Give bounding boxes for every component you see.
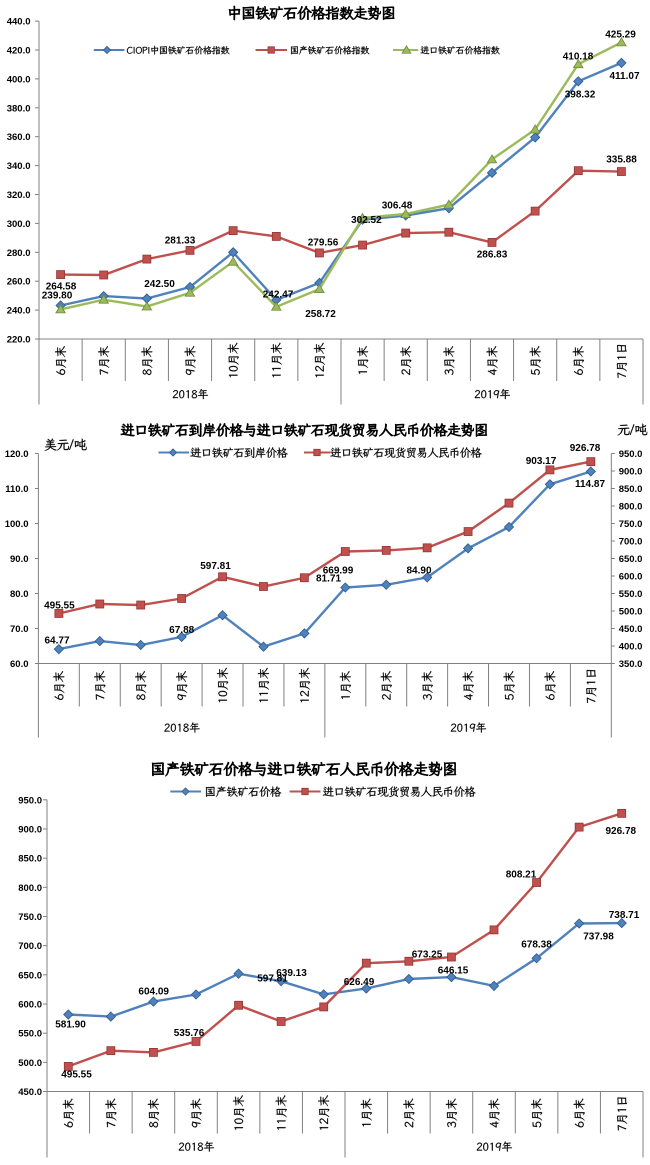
svg-text:600.0: 600.0 <box>18 999 42 1010</box>
svg-text:550.0: 550.0 <box>619 589 643 600</box>
svg-text:650.0: 650.0 <box>18 970 42 981</box>
svg-text:535.76: 535.76 <box>174 1028 205 1039</box>
svg-text:500.0: 500.0 <box>18 1058 42 1069</box>
svg-text:926.78: 926.78 <box>570 443 601 454</box>
svg-text:450.0: 450.0 <box>18 1087 42 1098</box>
svg-text:900.0: 900.0 <box>619 467 643 478</box>
svg-text:240.0: 240.0 <box>7 306 31 317</box>
svg-text:425.29: 425.29 <box>605 30 636 41</box>
svg-text:398.32: 398.32 <box>565 90 596 101</box>
svg-text:600.0: 600.0 <box>619 572 643 583</box>
svg-text:650.0: 650.0 <box>619 554 643 565</box>
svg-text:360.0: 360.0 <box>7 132 31 143</box>
svg-text:410.18: 410.18 <box>563 52 594 63</box>
svg-text:800.0: 800.0 <box>619 502 643 513</box>
svg-text:120.0: 120.0 <box>5 449 29 460</box>
svg-text:400.0: 400.0 <box>619 642 643 653</box>
svg-text:84.90: 84.90 <box>406 566 431 577</box>
svg-text:306.48: 306.48 <box>382 201 413 212</box>
svg-text:495.55: 495.55 <box>61 1070 92 1081</box>
svg-text:808.21: 808.21 <box>506 870 537 881</box>
svg-text:950.0: 950.0 <box>18 795 42 806</box>
svg-text:738.71: 738.71 <box>609 910 640 921</box>
svg-text:737.98: 737.98 <box>583 932 614 943</box>
svg-text:420.0: 420.0 <box>7 46 31 57</box>
svg-text:340.0: 340.0 <box>7 161 31 172</box>
svg-text:411.07: 411.07 <box>609 71 639 82</box>
svg-text:258.72: 258.72 <box>305 309 336 320</box>
svg-text:100.0: 100.0 <box>5 519 29 530</box>
svg-text:750.0: 750.0 <box>619 519 643 530</box>
svg-text:286.83: 286.83 <box>477 250 508 261</box>
svg-text:850.0: 850.0 <box>18 854 42 865</box>
svg-text:581.90: 581.90 <box>55 1020 86 1031</box>
svg-text:678.38: 678.38 <box>521 940 552 951</box>
svg-text:242.50: 242.50 <box>144 279 175 290</box>
svg-text:81.71: 81.71 <box>316 574 341 585</box>
svg-text:90.0: 90.0 <box>10 554 29 565</box>
svg-text:281.33: 281.33 <box>165 236 196 247</box>
svg-text:500.0: 500.0 <box>619 607 643 618</box>
svg-text:800.0: 800.0 <box>18 883 42 894</box>
svg-text:850.0: 850.0 <box>619 484 643 495</box>
svg-text:700.0: 700.0 <box>18 941 42 952</box>
svg-text:264.58: 264.58 <box>46 282 77 293</box>
svg-text:114.87: 114.87 <box>575 479 605 490</box>
svg-text:440.0: 440.0 <box>7 17 31 28</box>
svg-text:70.0: 70.0 <box>10 624 29 635</box>
svg-text:280.0: 280.0 <box>7 248 31 259</box>
svg-text:950.0: 950.0 <box>619 449 643 460</box>
svg-text:646.15: 646.15 <box>438 966 469 977</box>
svg-text:750.0: 750.0 <box>18 912 42 923</box>
svg-text:604.09: 604.09 <box>138 987 169 998</box>
svg-text:903.17: 903.17 <box>526 456 557 467</box>
svg-text:380.0: 380.0 <box>7 103 31 114</box>
svg-text:700.0: 700.0 <box>619 537 643 548</box>
svg-text:597.81: 597.81 <box>200 561 231 572</box>
svg-text:673.25: 673.25 <box>412 950 443 961</box>
svg-text:400.0: 400.0 <box>7 74 31 85</box>
svg-text:550.0: 550.0 <box>18 1029 42 1040</box>
svg-text:300.0: 300.0 <box>7 219 31 230</box>
svg-text:110.0: 110.0 <box>5 484 28 495</box>
svg-text:242.47: 242.47 <box>263 290 294 301</box>
svg-text:450.0: 450.0 <box>619 624 643 635</box>
svg-text:279.56: 279.56 <box>308 238 339 249</box>
svg-text:239.80: 239.80 <box>42 291 73 302</box>
svg-text:67.88: 67.88 <box>169 625 194 636</box>
svg-text:320.0: 320.0 <box>7 190 31 201</box>
svg-text:60.0: 60.0 <box>10 659 29 670</box>
svg-text:64.77: 64.77 <box>44 636 69 647</box>
svg-text:260.0: 260.0 <box>7 277 31 288</box>
svg-text:900.0: 900.0 <box>18 824 42 835</box>
svg-text:350.0: 350.0 <box>619 659 643 670</box>
svg-text:335.88: 335.88 <box>606 155 637 166</box>
svg-text:220.0: 220.0 <box>7 335 31 346</box>
svg-text:302.52: 302.52 <box>351 215 382 226</box>
svg-text:626.49: 626.49 <box>344 977 375 988</box>
svg-text:639.13: 639.13 <box>276 968 307 979</box>
svg-text:597.81: 597.81 <box>257 974 288 985</box>
svg-text:80.0: 80.0 <box>10 589 29 600</box>
svg-text:926.78: 926.78 <box>606 826 637 837</box>
svg-text:495.55: 495.55 <box>44 601 75 612</box>
svg-text:669.99: 669.99 <box>323 566 354 577</box>
